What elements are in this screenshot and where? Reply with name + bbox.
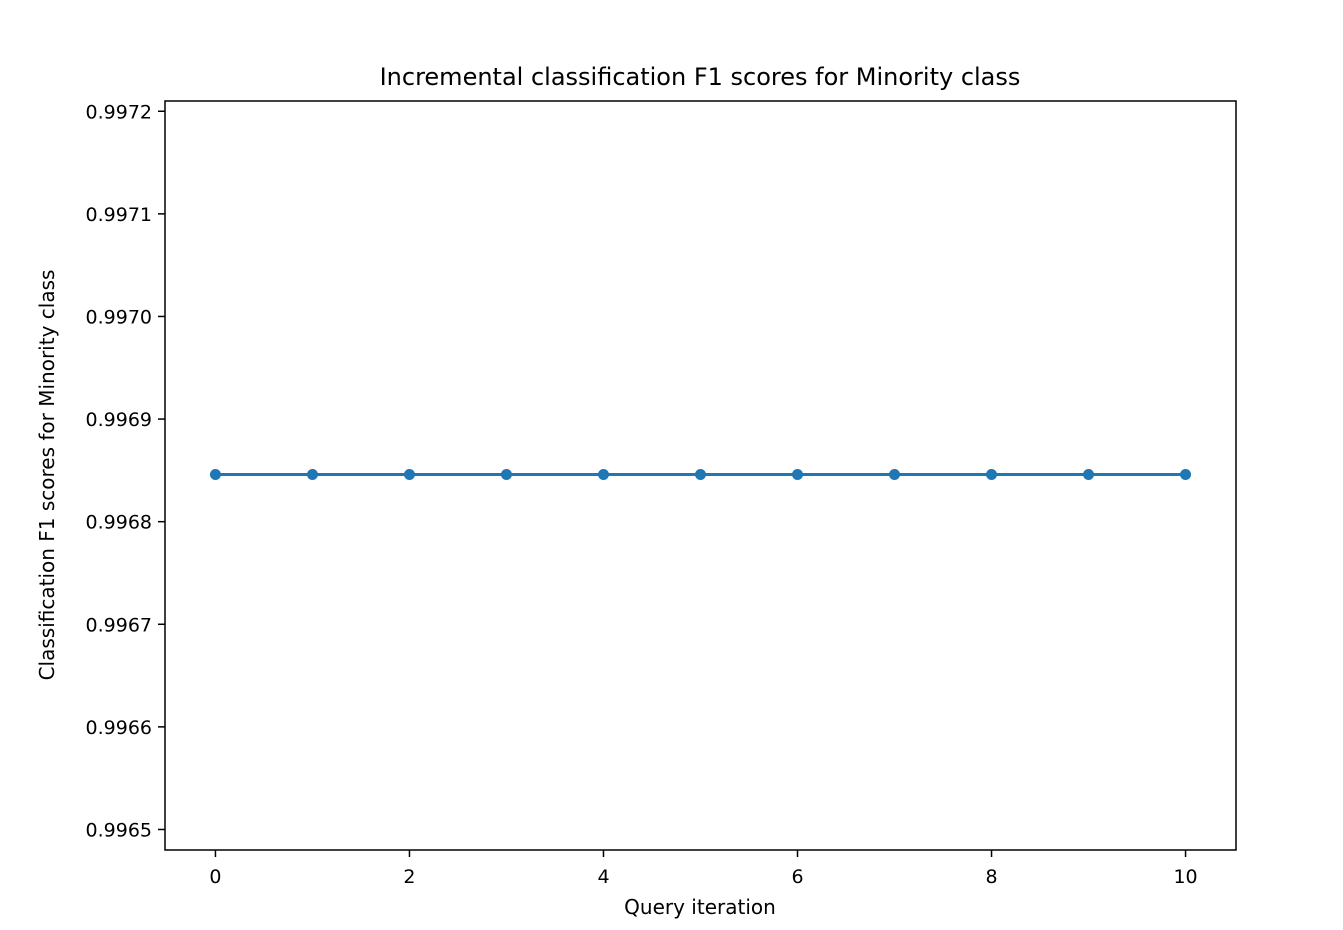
y-tick-label: 0.9971 — [86, 204, 152, 226]
data-point — [986, 468, 998, 480]
y-tick-label: 0.9965 — [86, 819, 152, 841]
y-axis-ticks: 0.9965 0.9966 0.9967 0.9968 0.9969 0.9970 0.99… — [86, 101, 165, 841]
x-tick-label: 8 — [985, 866, 997, 888]
data-point — [792, 468, 804, 480]
x-axis-label: Query iteration — [624, 895, 776, 919]
data-point — [695, 468, 706, 480]
y-tick-label: 0.9967 — [86, 614, 152, 636]
y-tick-label: 0.9972 — [86, 101, 152, 123]
data-point — [1180, 468, 1192, 480]
data-point — [403, 468, 415, 480]
y-tick-label: 0.9969 — [86, 409, 152, 431]
x-tick-label: 0 — [209, 866, 221, 888]
y-axis-label: Classification F1 scores for Minority cl… — [35, 270, 59, 681]
data-point — [1083, 468, 1095, 480]
x-tick-label: 4 — [597, 866, 609, 888]
data-point — [500, 468, 512, 480]
y-tick-label: 0.9970 — [86, 306, 152, 328]
data-point — [209, 468, 221, 480]
x-tick-label: 10 — [1173, 866, 1197, 888]
x-axis-ticks: 0 2 4 6 8 10 — [209, 850, 1198, 888]
y-tick-label: 0.9966 — [86, 717, 152, 739]
data-point — [306, 468, 318, 480]
y-tick-label: 0.9968 — [86, 512, 152, 534]
x-tick-label: 6 — [791, 866, 803, 888]
plot-series — [209, 468, 1192, 480]
x-tick-label: 2 — [403, 866, 415, 888]
plot-area-frame — [164, 100, 1237, 851]
chart-title: Incremental classification F1 scores for… — [380, 63, 1021, 91]
data-point — [889, 468, 901, 480]
data-point — [597, 468, 609, 480]
